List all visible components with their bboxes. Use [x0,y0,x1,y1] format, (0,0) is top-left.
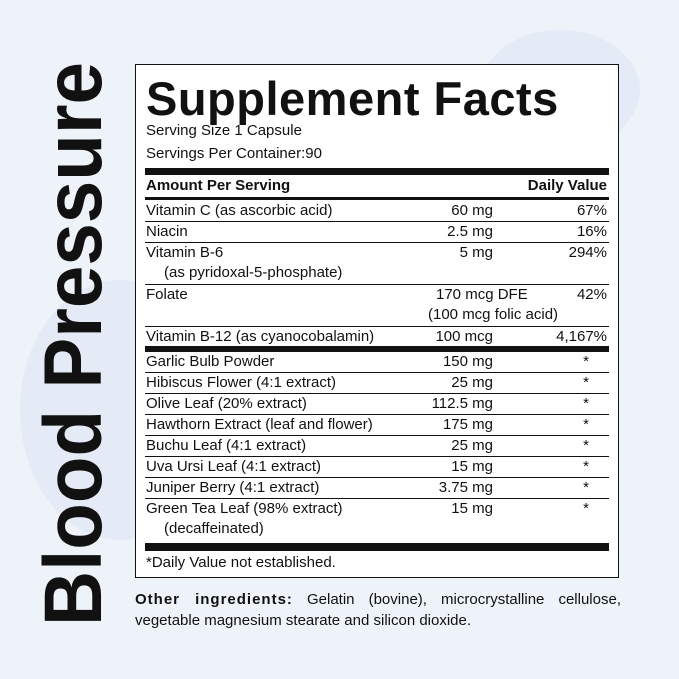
servings-per-container: Servings Per Container:90 [146,145,322,162]
nutrient-amount: 112.5 mg [431,395,493,412]
nutrient-row: Folate 170 mcg DFE (100 mcg folic acid) 42% [145,285,609,327]
nutrient-amount: 2.5 mg [447,223,493,240]
nutrient-row: Buchu Leaf (4:1 extract) 25 mg * [145,436,609,457]
daily-value: * [583,437,589,454]
daily-value: * [583,500,589,517]
nutrient-row: Garlic Bulb Powder 150 mg * [145,352,609,373]
nutrient-row: Juniper Berry (4:1 extract) 3.75 mg * [145,478,609,499]
nutrient-name: Juniper Berry (4:1 extract) [146,479,320,496]
divider-thick [145,346,609,352]
nutrient-row: Niacin 2.5 mg 16% [145,222,609,243]
nutrient-name: Hibiscus Flower (4:1 extract) [146,374,337,391]
daily-value: * [583,374,589,391]
nutrient-name: Hawthorn Extract (leaf and flower) [146,416,373,433]
daily-value: * [583,458,589,475]
nutrient-amount: 150 mg [442,353,493,370]
amount-header: Amount Per Serving [146,177,291,194]
nutrient-name: Green Tea Leaf (98% extract) [146,500,343,517]
nutrient-name: Buchu Leaf (4:1 extract) [146,437,307,454]
nutrient-amount: 5 mg [459,244,493,261]
footnote: *Daily Value not established. [146,554,336,571]
supplement-facts-panel: Supplement Facts Serving Size 1 Capsule … [135,64,619,578]
nutrient-name: Vitamin C (as ascorbic acid) [146,202,333,219]
dv-header: Daily Value [527,177,607,194]
other-ingredients: Other ingredients: Gelatin (bovine), mic… [135,589,621,631]
nutrient-row: Vitamin B-12 (as cyanocobalamin) 100 mcg 4… [145,327,609,348]
nutrient-amount: 15 mg [451,500,493,517]
divider-thick [145,543,609,551]
nutrient-amount: 100 mcg [435,328,493,345]
nutrient-amount-sub: (100 mcg folic acid) [428,306,559,323]
daily-value: * [583,353,589,370]
header-row: Amount Per Serving Daily Value [145,176,609,200]
nutrient-subname: (decaffeinated) [164,520,264,537]
nutrient-row: Hawthorn Extract (leaf and flower) 175 mg… [145,415,609,436]
serving-size: Serving Size 1 Capsule [146,122,302,139]
daily-value: * [583,395,589,412]
nutrient-amount: 170 mcg DFE [436,286,528,303]
nutrient-amount: 25 mg [451,374,493,391]
side-title: Blood Pressure [28,62,119,626]
nutrient-row: Uva Ursi Leaf (4:1 extract) 15 mg * [145,457,609,478]
daily-value: 294% [568,244,607,261]
nutrient-amount: 175 mg [442,416,493,433]
divider-thick [145,168,609,175]
other-ingredients-text: Gelatin (bovine), microcrystalline cellu… [135,591,621,629]
side-title-text: Blood Pressure [28,62,119,626]
nutrient-name: Olive Leaf (20% extract) [146,395,307,412]
daily-value: * [583,479,589,496]
daily-value: * [583,416,589,433]
nutrient-amount: 60 mg [451,202,493,219]
daily-value: 42% [576,286,607,303]
nutrient-name: Garlic Bulb Powder [146,353,275,370]
nutrient-name: Uva Ursi Leaf (4:1 extract) [146,458,322,475]
nutrient-name: Vitamin B-12 (as cyanocobalamin) [146,328,375,345]
nutrient-row: Hibiscus Flower (4:1 extract) 25 mg * [145,373,609,394]
nutrient-subname: (as pyridoxal-5-phosphate) [164,264,343,281]
nutrient-amount: 3.75 mg [438,479,493,496]
nutrient-row: Green Tea Leaf (98% extract) (decaffeinat… [145,499,609,541]
panel-title: Supplement Facts [146,72,559,125]
nutrient-row: Vitamin C (as ascorbic acid) 60 mg 67% [145,201,609,222]
nutrient-amount: 25 mg [451,437,493,454]
nutrient-row: Vitamin B-6 (as pyridoxal-5-phosphate) 5 m… [145,243,609,285]
nutrient-name: Folate [146,286,188,303]
daily-value: 16% [576,223,607,240]
nutrient-name: Vitamin B-6 [146,244,224,261]
daily-value: 4,167% [556,328,607,345]
nutrient-name: Niacin [146,223,188,240]
daily-value: 67% [576,202,607,219]
other-ingredients-label: Other ingredients: [135,591,293,608]
nutrient-row: Olive Leaf (20% extract) 112.5 mg * [145,394,609,415]
nutrient-amount: 15 mg [451,458,493,475]
